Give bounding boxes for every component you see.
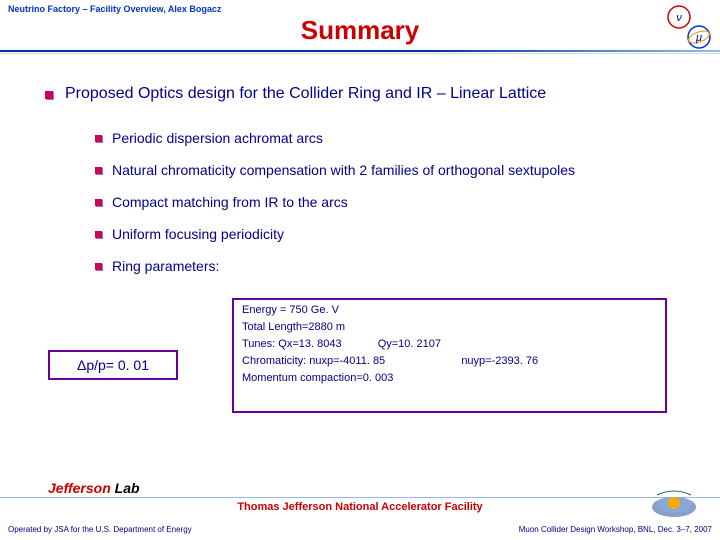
param-nuyp: nuyp=-2393. 76: [461, 355, 538, 367]
sub-bullet: Compact matching from IR to the arcs: [95, 194, 348, 210]
sub-bullet-text: Natural chromaticity compensation with 2…: [112, 162, 575, 178]
param-length: Total Length=2880 m: [242, 321, 657, 333]
bullet-icon: [95, 167, 102, 174]
sub-bullet-text: Periodic dispersion achromat arcs: [112, 130, 323, 146]
neutrino-factory-logo-icon: ν μ: [664, 2, 714, 52]
jlab-red: Jefferson: [48, 480, 111, 496]
sub-bullet-text: Ring parameters:: [112, 258, 219, 274]
main-bullet-text: Proposed Optics design for the Collider …: [65, 85, 546, 103]
svg-text:ν: ν: [676, 12, 682, 24]
bullet-icon: [95, 231, 102, 238]
param-tunes: Tunes: Qx=13. 8043 Qy=10. 2107: [242, 338, 657, 350]
param-qx: Tunes: Qx=13. 8043: [242, 338, 342, 350]
sub-bullet-text: Uniform focusing periodicity: [112, 226, 284, 242]
sub-bullet: Periodic dispersion achromat arcs: [95, 130, 323, 146]
page-title: Summary: [0, 15, 720, 46]
title-underline-2: [0, 53, 720, 54]
facility-name: Thomas Jefferson National Accelerator Fa…: [0, 501, 720, 513]
title-underline: [0, 50, 720, 52]
jlab-black: Lab: [111, 480, 140, 496]
sub-bullet: Natural chromaticity compensation with 2…: [95, 162, 575, 178]
header-breadcrumb: Neutrino Factory – Facility Overview, Al…: [8, 4, 221, 14]
footer-divider: [0, 497, 720, 498]
param-energy: Energy = 750 Ge. V: [242, 304, 657, 316]
bullet-icon: [45, 91, 53, 99]
dp-box: Δp/p= 0. 01: [48, 350, 178, 380]
sub-bullet-text: Compact matching from IR to the arcs: [112, 194, 348, 210]
sub-bullet: Uniform focusing periodicity: [95, 226, 284, 242]
nuclear-physics-logo-icon: [647, 485, 702, 520]
svg-text:μ: μ: [695, 32, 702, 44]
bullet-icon: [95, 263, 102, 270]
footer-event: Muon Collider Design Workshop, BNL, Dec.…: [519, 525, 712, 534]
jefferson-lab-logo: Jefferson Lab: [48, 480, 140, 496]
bullet-icon: [95, 135, 102, 142]
param-chromaticity: Chromaticity: nuxp=-4011. 85 nuyp=-2393.…: [242, 355, 657, 367]
dp-value: Δp/p= 0. 01: [77, 357, 149, 373]
bullet-icon: [95, 199, 102, 206]
param-momentum: Momentum compaction=0. 003: [242, 372, 657, 384]
ring-parameters-box: Energy = 750 Ge. V Total Length=2880 m T…: [232, 298, 667, 413]
sub-bullet: Ring parameters:: [95, 258, 219, 274]
footer-operator: Operated by JSA for the U.S. Department …: [8, 525, 192, 534]
param-nuxp: Chromaticity: nuxp=-4011. 85: [242, 355, 385, 367]
main-bullet: Proposed Optics design for the Collider …: [45, 85, 546, 103]
param-qy: Qy=10. 2107: [378, 338, 441, 350]
